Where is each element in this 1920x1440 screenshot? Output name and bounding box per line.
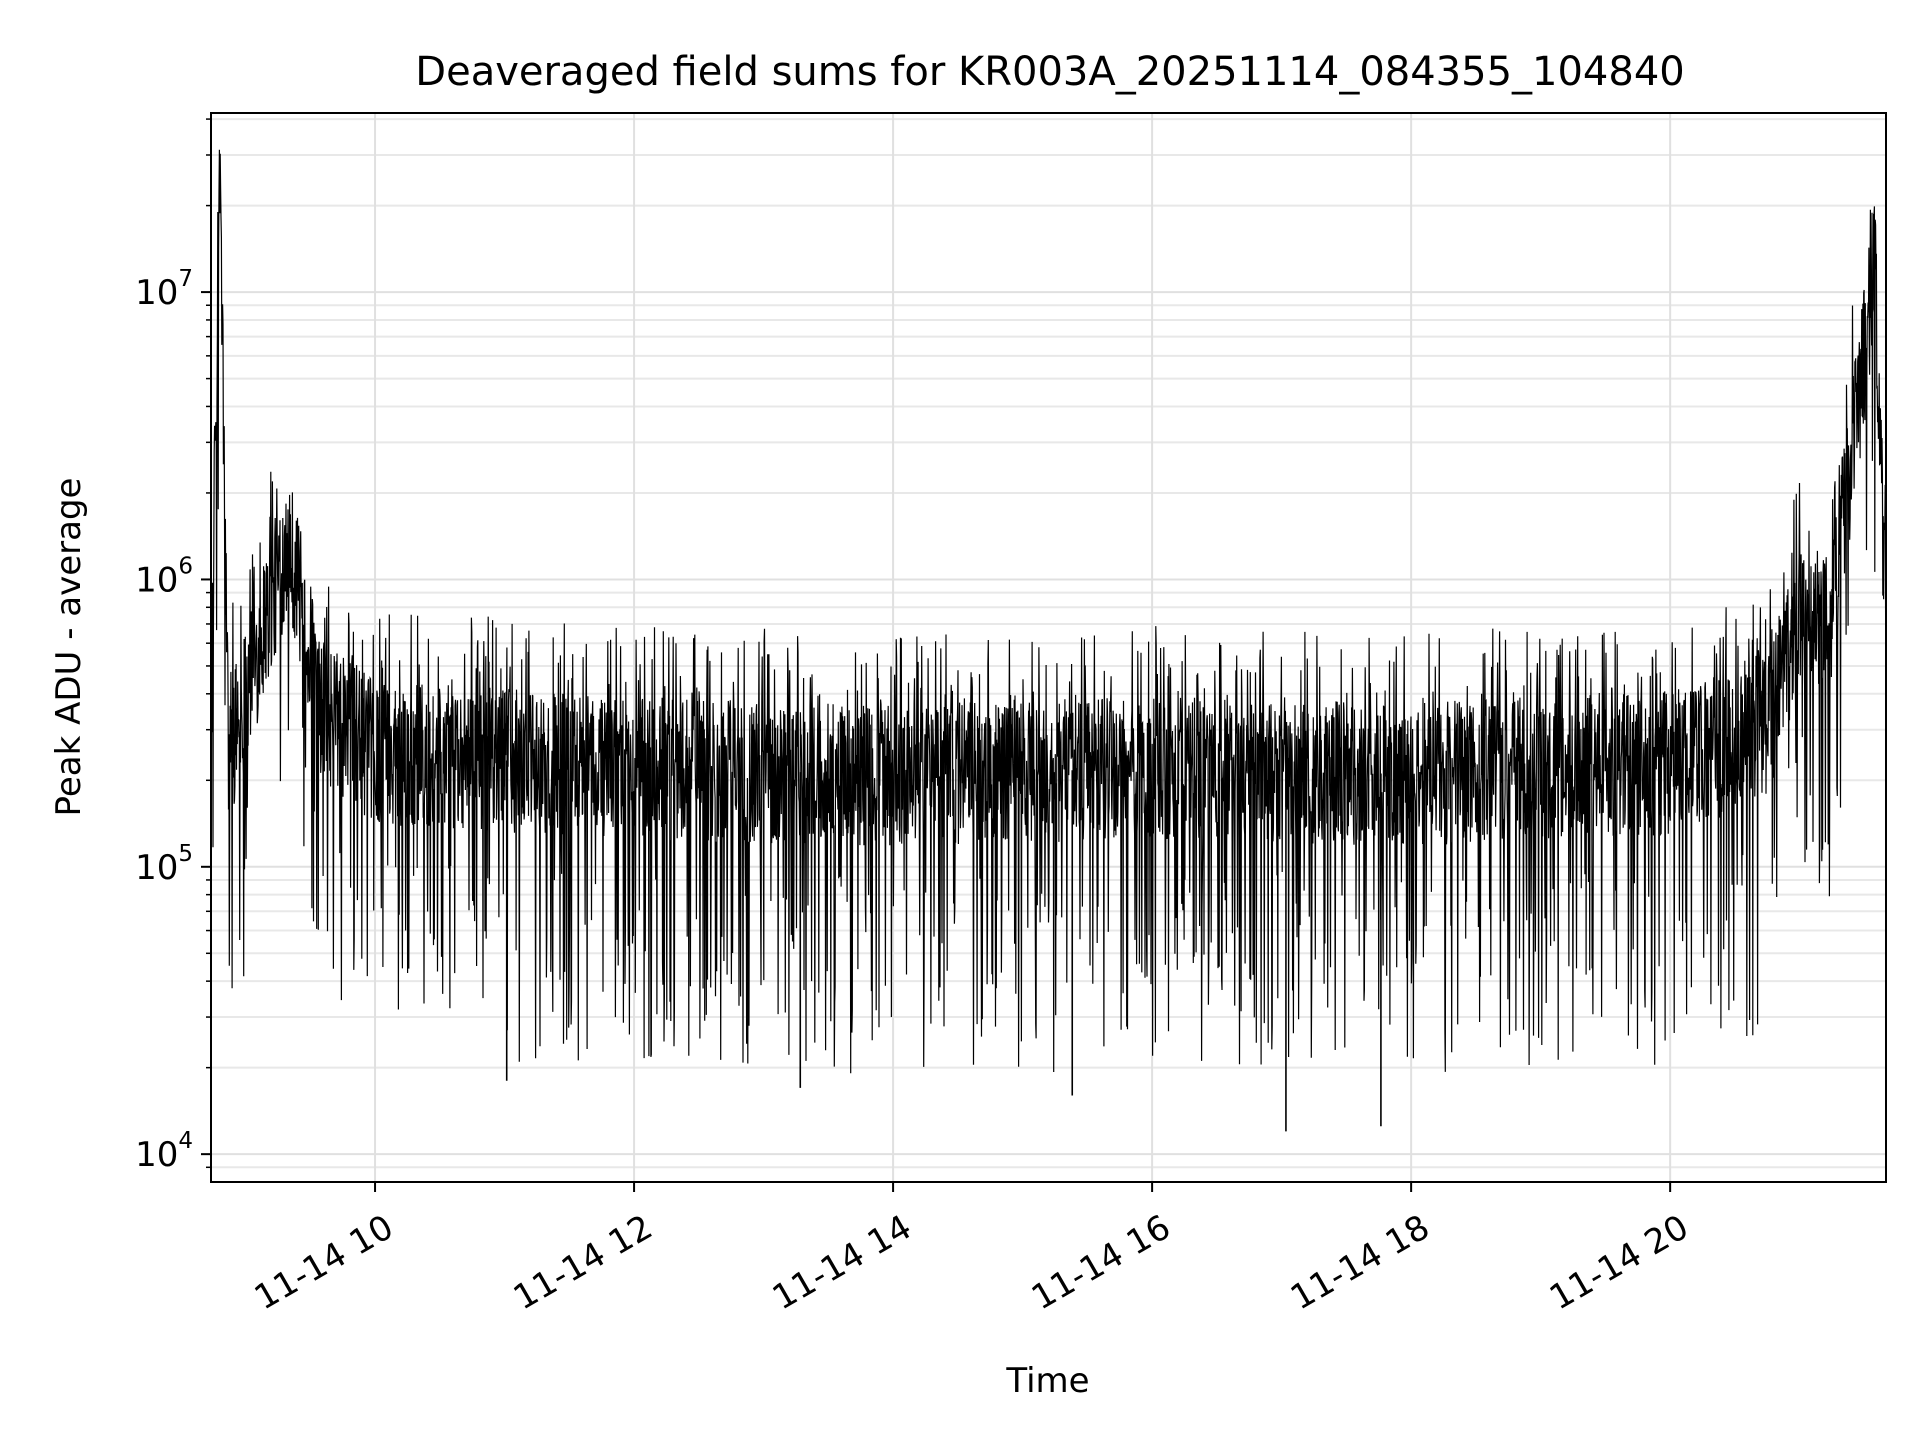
y-tick-label: 105 — [135, 841, 193, 888]
x-tick-label: 11-14 18 — [1284, 1207, 1436, 1318]
series-path — [210, 149, 1887, 1074]
x-tick-label: 11-14 20 — [1543, 1207, 1695, 1318]
axes-frame — [210, 112, 1887, 1183]
x-tick-label: 11-14 10 — [248, 1207, 400, 1318]
y-tick-label: 104 — [135, 1128, 193, 1175]
x-tick-label: 11-14 16 — [1025, 1207, 1177, 1318]
y-axis-label: Peak ADU - average — [49, 478, 89, 817]
x-axis-ticks: 11-14 10 11-14 12 11-14 14 11-14 16 11-14 18… — [248, 1182, 1695, 1318]
grid — [211, 113, 1886, 1182]
x-tick-label: 11-14 14 — [766, 1207, 918, 1318]
x-tick-label: 11-14 12 — [507, 1207, 659, 1318]
y-axis-ticks: 104 105 106 107 — [135, 118, 211, 1175]
y-tick-label: 106 — [135, 553, 193, 600]
chart-title: Deaveraged field sums for KR003A_2025111… — [415, 49, 1684, 95]
x-axis-label: Time — [1005, 1361, 1089, 1401]
series-line — [210, 149, 1887, 1132]
y-tick-label: 107 — [135, 266, 193, 313]
